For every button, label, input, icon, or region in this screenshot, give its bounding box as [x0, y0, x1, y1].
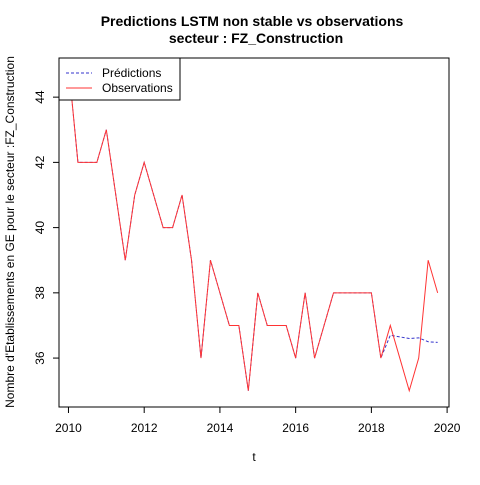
y-axis-label: Nombre d'Etablissements en GE pour le se…	[3, 56, 17, 408]
legend-label-predictions: Prédictions	[102, 66, 161, 80]
x-tick-label-3: 2016	[282, 421, 309, 435]
y-axis: 36 38 40 42 44	[33, 90, 59, 365]
x-tick-label-5: 2020	[434, 421, 461, 435]
y-tick-label-3: 42	[33, 155, 47, 169]
legend-label-observations: Observations	[102, 81, 173, 95]
chart-subtitle: secteur : FZ_Construction	[169, 30, 343, 46]
y-tick-label-2: 40	[33, 221, 47, 235]
chart-title: Predictions LSTM non stable vs observati…	[101, 13, 404, 29]
y-tick-label-4: 44	[33, 90, 47, 104]
x-axis: 2010 2012 2014 2016 2018 2020	[55, 407, 461, 435]
x-axis-label: t	[252, 450, 256, 464]
x-tick-label-4: 2018	[358, 421, 385, 435]
y-tick-label-1: 38	[33, 286, 47, 300]
plot-frame	[58, 57, 450, 408]
y-tick-label-0: 36	[33, 351, 47, 365]
x-tick-label-0: 2010	[55, 421, 82, 435]
legend-box	[58, 57, 181, 101]
plot-lines	[67, 64, 439, 393]
x-tick-label-1: 2012	[131, 421, 158, 435]
x-tick-label-2: 2014	[207, 421, 234, 435]
legend: Prédictions Observations	[58, 57, 181, 101]
series-line-1	[67, 64, 439, 393]
